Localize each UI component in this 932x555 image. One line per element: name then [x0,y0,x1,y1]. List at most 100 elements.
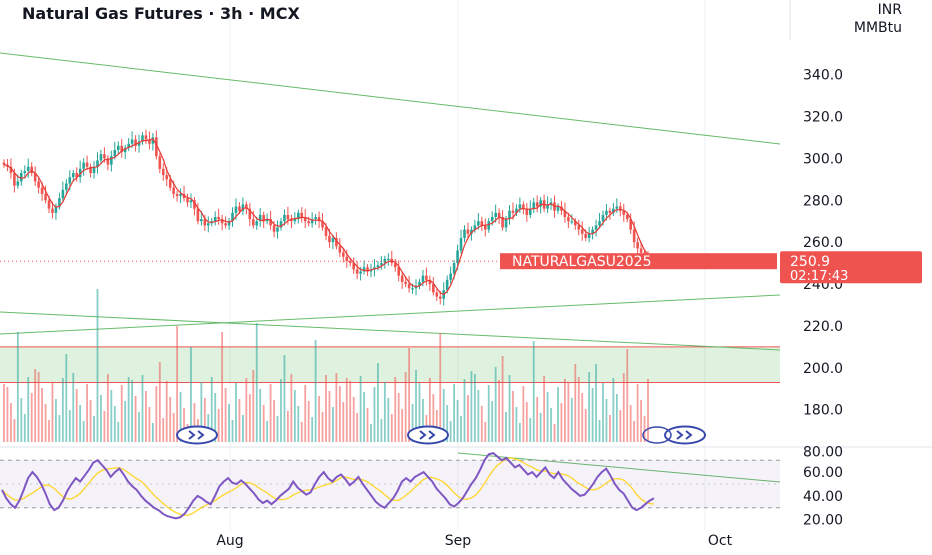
volume-bar [605,399,608,442]
candle-body [573,221,577,226]
volume-bar [553,424,556,442]
volume-bar [487,385,490,442]
unit-label: MMBtu [853,20,902,36]
last-price-box [780,251,922,284]
candle-body [594,225,598,230]
volume-bar [124,401,127,442]
y-tick-label: 200.0 [803,361,843,377]
candle-body [490,217,494,222]
event-marker-arrows [188,430,205,440]
volume-bar [287,411,289,442]
candle-body [355,269,359,274]
volume-bar [307,401,310,442]
candle-body [110,156,113,165]
volume-bar [522,386,525,442]
trend-line [0,294,781,335]
volume-bar [304,385,307,442]
candle-body [508,210,511,220]
candle-body [556,206,560,211]
candle-body [539,200,542,207]
volume-bar [467,395,469,442]
candle-body [283,214,286,222]
volume-bar [539,413,542,442]
candle-body [639,248,643,253]
candle-body [335,237,338,247]
volume-bar [179,392,182,442]
volume-bar [390,414,393,442]
x-tick-label: Oct [708,533,733,549]
moving-average-line [3,138,649,296]
candle-body [61,189,65,199]
candle-body [286,214,290,220]
price-labels: NATURALGASU2025 250.902:17:43 [500,251,922,284]
symbol-label-box [500,253,777,270]
candle-body [625,214,629,220]
candle-body [404,281,407,285]
volume-bar [162,418,165,442]
candle-body [376,265,380,268]
candle-body [217,217,220,220]
volume-bar [6,387,9,442]
candle-body [300,212,304,218]
rsi-axis: 80.00 60.00 40.00 20.00 [803,444,843,528]
candle-body [338,246,342,253]
candle-body [68,177,72,184]
candle-body [303,217,307,222]
volume-bar [10,403,12,442]
candle-body [158,156,162,169]
volume-bar [13,419,16,442]
candle-body [245,204,248,209]
candle-body [466,229,470,234]
price-axis: 340.0320.0300.0280.0260.0240.0220.0200.0… [803,68,843,419]
volume-bar [325,375,327,442]
volume-bar [609,415,611,442]
candle-body [387,258,390,261]
candle-body [224,223,227,226]
volume-bar [75,389,78,442]
volume-bar [266,421,269,442]
candle-body [75,173,79,178]
volume-bar [318,396,320,442]
candle-body [85,162,89,167]
volume-bar [235,383,237,442]
volume-bar [255,323,258,442]
volume-bar [300,422,303,442]
volume-bar [158,362,161,442]
volume-bar [321,412,324,442]
volume-bar [529,418,532,442]
candle-body [515,208,518,213]
volume-bar [567,382,570,442]
volume-bar [564,379,566,442]
volume-bar [640,400,642,442]
volume-bar [356,413,359,442]
volume-bar [41,388,43,442]
volume-bar [505,412,507,442]
symbol-label: NATURALGASU2025 [512,254,652,270]
candle-body [591,229,594,234]
candle-body [445,279,449,291]
candle-body [328,235,331,243]
rsi-tick-label: 40.00 [803,489,843,505]
candle-body [632,229,636,243]
volume-bar [293,390,296,442]
volume-bar [100,395,102,442]
volume-bar [460,416,462,442]
candle-body [321,221,324,228]
volume-bar [314,340,317,442]
candle-body [127,143,130,148]
candle-body [567,217,570,222]
candle-body [213,217,217,222]
volume-bar [96,289,99,442]
y-tick-label: 340.0 [803,68,843,84]
volume-bar [273,400,275,442]
candle-body [279,221,283,228]
candle-body [587,233,591,238]
candle-body [26,166,30,171]
candle-body [89,166,92,174]
volume-bar [383,382,386,442]
volume-bar [34,369,37,442]
trend-line [0,52,781,145]
volume-bar [332,407,334,442]
candle-body [324,227,328,236]
volume-bar [352,397,355,442]
